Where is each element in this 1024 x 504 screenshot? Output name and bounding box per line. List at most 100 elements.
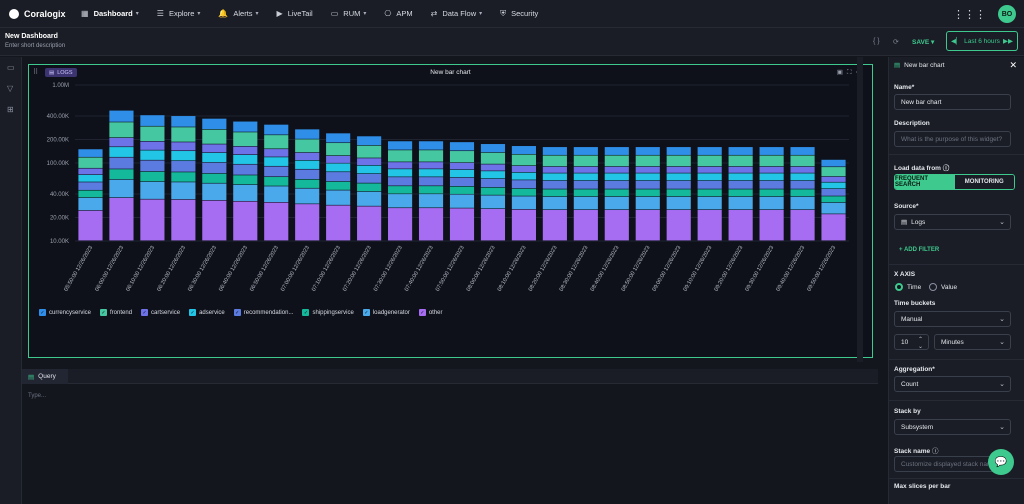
bar-segment	[480, 171, 506, 179]
legend-item[interactable]: ✓ cartservice	[141, 309, 180, 316]
add-section-icon[interactable]: ⊞	[7, 105, 14, 114]
bar-segment	[140, 199, 165, 241]
bar-segment	[480, 152, 506, 164]
bar-segment	[295, 160, 320, 169]
bell-icon: 🔔	[218, 9, 229, 18]
logs-icon: ▤	[49, 69, 55, 76]
y-tick-label: 40.00K	[50, 192, 69, 198]
bar-segment	[573, 189, 598, 197]
bar-segment	[821, 159, 846, 167]
y-tick-label: 20.00K	[50, 216, 69, 222]
checkbox-icon[interactable]: ✓	[418, 309, 426, 316]
user-avatar[interactable]: BO	[998, 5, 1016, 23]
checkbox-icon[interactable]: ✓	[100, 309, 108, 316]
bar-chart-widget[interactable]: ⠿ ▤ LOGS New bar chart ▣⛶⋯ 10.00K 20.00K 4…	[28, 64, 873, 358]
x-axis-value-radio[interactable]: Value	[929, 283, 957, 291]
next-range-icon[interactable]: ▶▶	[1003, 38, 1013, 45]
chevron-down-icon: ⌄	[999, 424, 1005, 431]
checkbox-icon[interactable]: ✓	[302, 309, 310, 316]
checkbox-icon[interactable]: ✓	[141, 309, 149, 316]
bar-segment	[233, 132, 258, 147]
checkbox-icon[interactable]: ✓	[362, 309, 370, 316]
nav-item-rum[interactable]: ▭ RUM ▾	[331, 9, 367, 18]
bucket-count-stepper[interactable]: 10 ⌃ ⌄	[894, 334, 929, 350]
query-input[interactable]: Type...	[28, 393, 47, 399]
bar-segment	[171, 172, 196, 182]
nav-item-security[interactable]: ⛨ Security	[500, 9, 538, 19]
description-field[interactable]: What is the purpose of this widget?	[894, 131, 1011, 147]
legend-item[interactable]: ✓ frontend	[100, 309, 132, 316]
info-icon[interactable]: ⓘ	[942, 165, 950, 172]
legend-label: currencyservice	[49, 309, 92, 316]
legend-item[interactable]: ✓ recommendation...	[233, 309, 293, 316]
bar-segment	[202, 152, 227, 163]
legend-label: loadgenerator	[372, 309, 410, 316]
bar-segment	[171, 161, 196, 172]
filter-icon[interactable]: ▽	[7, 84, 14, 93]
source-chip: ▤ LOGS	[45, 68, 77, 77]
widgets-icon[interactable]: ▭	[7, 63, 15, 72]
save-widget-icon[interactable]: ▣	[836, 69, 847, 76]
bucket-unit-select[interactable]: Minutes ⌄	[934, 334, 1011, 350]
x-axis-time-radio[interactable]: Time	[895, 283, 921, 291]
dashboard-title[interactable]: New Dashboard	[5, 33, 58, 40]
checkbox-icon[interactable]: ✓	[233, 309, 241, 316]
x-tick-label: 06:30:00 12/26/2023	[187, 245, 218, 292]
x-axis-label: X AXIS	[894, 271, 916, 278]
checkbox-icon[interactable]: ✓	[39, 309, 46, 316]
legend-item[interactable]: ✓ shippingservice	[302, 309, 354, 316]
stepper-icon[interactable]: ⌃ ⌄	[917, 337, 923, 350]
bar-segment	[264, 149, 289, 157]
aggregation-select[interactable]: Count ⌄	[894, 376, 1011, 392]
name-field[interactable]: New bar chart	[894, 94, 1011, 110]
bar-segment	[233, 121, 258, 132]
brand-name: Coralogix	[24, 8, 66, 19]
tab-query[interactable]: ▤ Query	[22, 369, 68, 384]
bar-segment	[697, 155, 722, 167]
nav-item-data-flow[interactable]: ⇄ Data Flow ▾	[431, 9, 482, 18]
code-icon[interactable]: { }	[873, 38, 880, 45]
chevron-down-icon: ⌄	[999, 316, 1005, 323]
legend-item[interactable]: ✓ currencyservice	[39, 309, 91, 316]
legend-label: frontend	[110, 309, 133, 316]
x-tick-label: 08:20:00 12/26/2023	[528, 245, 559, 292]
nav-item-explore[interactable]: ☰ Explore ▾	[157, 9, 201, 18]
add-filter-button[interactable]: + ADD FILTER	[899, 247, 940, 253]
source-select[interactable]: ▤ Logs ⌄	[894, 214, 1011, 230]
bar-segment	[326, 133, 351, 143]
bar-segment	[78, 174, 103, 182]
nav-item-livetail[interactable]: ▶ LiveTail	[277, 9, 313, 18]
info-icon[interactable]: ⓘ	[931, 448, 939, 455]
coralogix-logo[interactable]: Coralogix	[9, 8, 81, 19]
bar-segment	[790, 210, 815, 241]
bar-segment	[511, 188, 536, 196]
time-range-picker[interactable]: ◀▏ Last 6 hours ▶▶	[946, 31, 1018, 51]
nav-item-apm[interactable]: ⎔ APM	[384, 9, 412, 18]
legend-item[interactable]: ✓ other	[418, 309, 443, 316]
save-button[interactable]: SAVE ▾	[912, 39, 935, 46]
nav-item-alerts[interactable]: 🔔 Alerts ▾	[218, 9, 258, 18]
caret-down-icon: ▾	[255, 11, 259, 17]
legend-item[interactable]: ✓ loadgenerator	[362, 309, 410, 316]
panel-header: ▤ New bar chart	[889, 57, 1024, 73]
time-buckets-select[interactable]: Manual ⌄	[894, 311, 1011, 327]
fullscreen-icon[interactable]: ⛶	[846, 69, 856, 76]
legend-item[interactable]: ✓ adservice	[189, 309, 225, 316]
prev-range-icon[interactable]: ◀▏	[951, 38, 961, 45]
bar-segment	[171, 182, 196, 200]
chat-support-button[interactable]: 💬	[988, 449, 1014, 475]
dataflow-icon: ⇄	[430, 9, 438, 18]
monitoring-option[interactable]: MONITORING	[954, 175, 1014, 189]
stack-by-select[interactable]: Subsystem ⌄	[894, 419, 1011, 435]
canvas-scrollbar[interactable]	[857, 57, 863, 362]
frequent-search-option[interactable]: FREQUENT SEARCH	[895, 175, 955, 189]
refresh-icon[interactable]: ⟳	[893, 39, 899, 46]
apps-grid-icon[interactable]: ⋮⋮⋮	[953, 8, 986, 21]
close-icon[interactable]: ✕	[1009, 60, 1017, 70]
drag-handle-icon[interactable]: ⠿	[33, 69, 39, 76]
nav-item-dashboard[interactable]: ▦ Dashboard ▾	[81, 9, 139, 18]
dashboard-description[interactable]: Enter short description	[5, 43, 66, 49]
y-tick-label: 200.00K	[47, 138, 69, 144]
checkbox-icon[interactable]: ✓	[189, 309, 197, 316]
bar-segment	[697, 147, 722, 155]
